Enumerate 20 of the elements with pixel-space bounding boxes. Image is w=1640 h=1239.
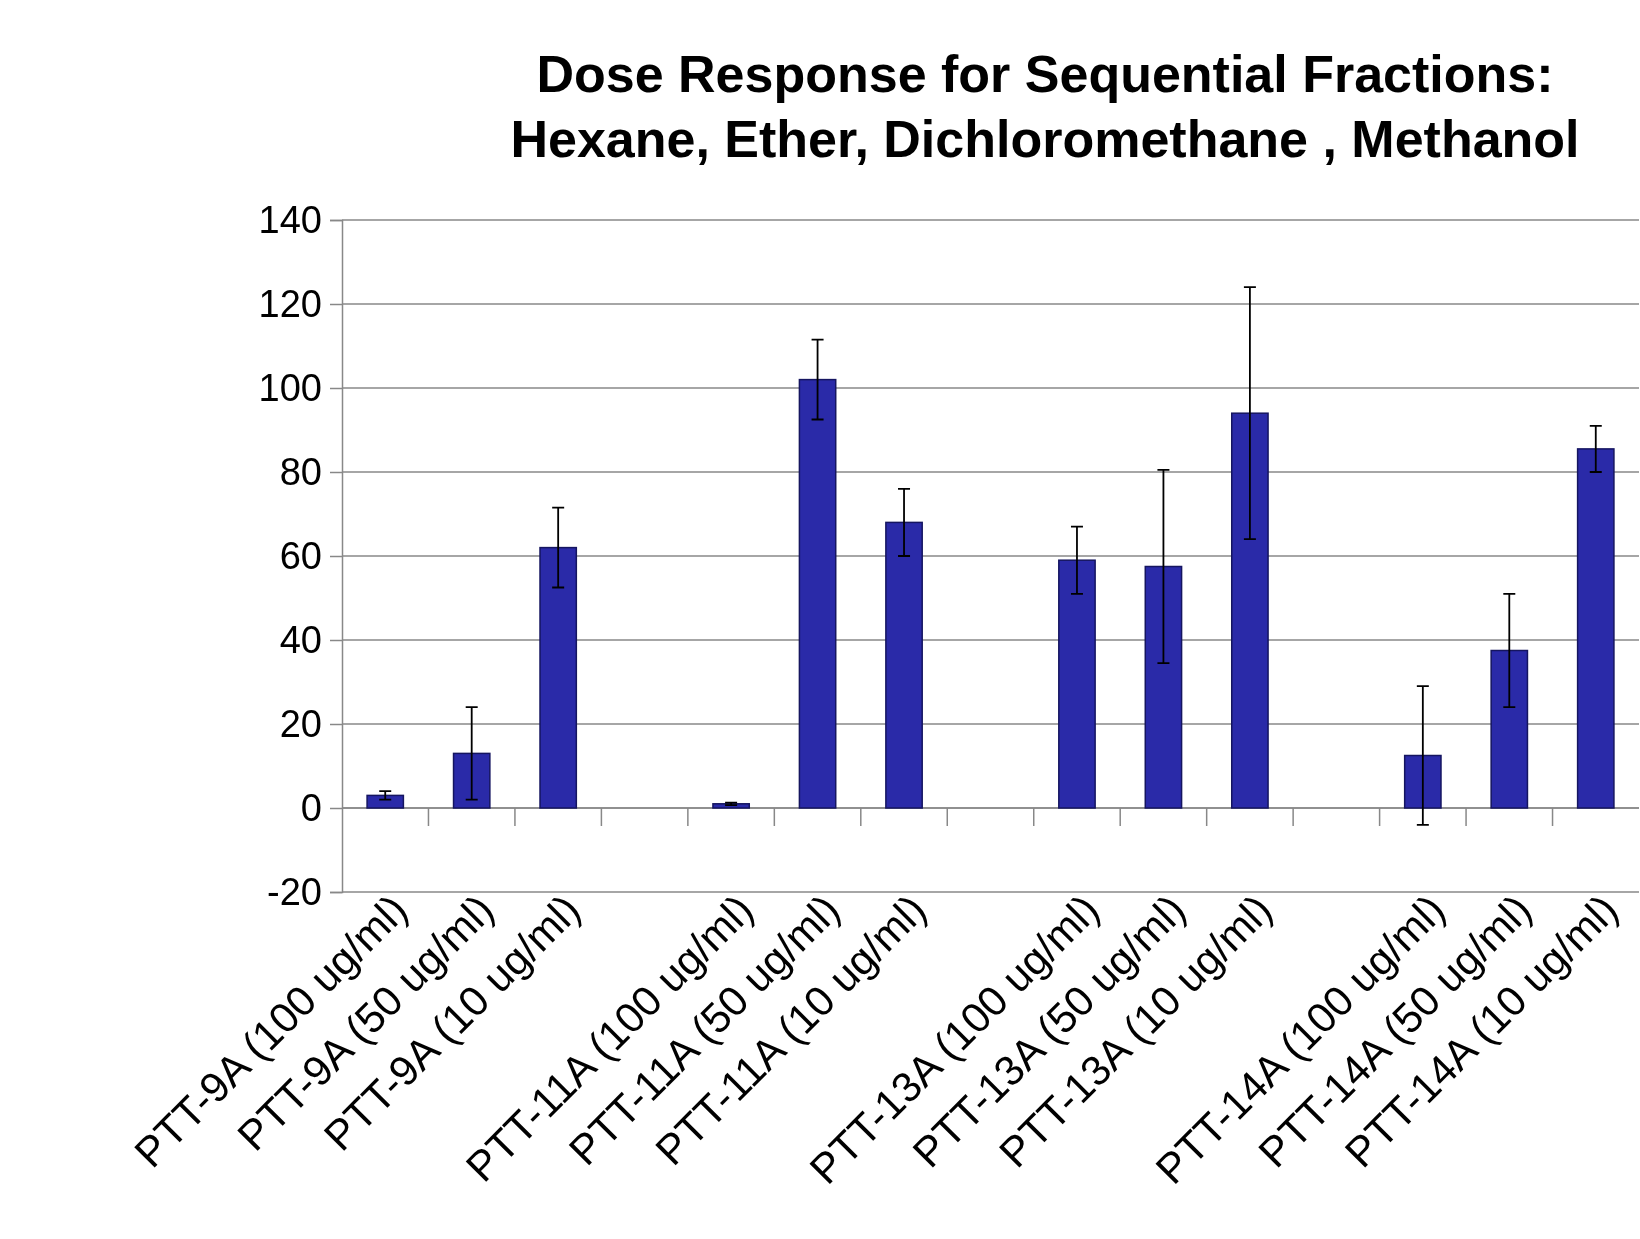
bar [1058,559,1096,809]
bar [885,521,923,809]
bar [1230,412,1269,809]
y-tick-label: 100 [258,366,322,409]
bar [1576,448,1615,809]
bar [1144,565,1183,809]
bar [798,378,837,809]
bar [366,794,405,809]
bar [1403,754,1442,809]
bar [1490,649,1529,809]
chart-title: Dose Response for Sequential Fractions: Hexane, Ether, Dichloromethane , Methanol [510,45,1580,168]
y-tick-label: 120 [258,282,322,325]
y-tick-label: 140 [258,198,322,241]
y-tick-label: 0 [300,786,322,829]
y-tick-label: 20 [279,702,322,745]
bar [452,752,491,809]
y-tick-label: 80 [279,450,322,493]
bar [539,546,578,809]
y-tick-label: 60 [279,534,322,577]
y-tick-label: 40 [279,618,322,661]
